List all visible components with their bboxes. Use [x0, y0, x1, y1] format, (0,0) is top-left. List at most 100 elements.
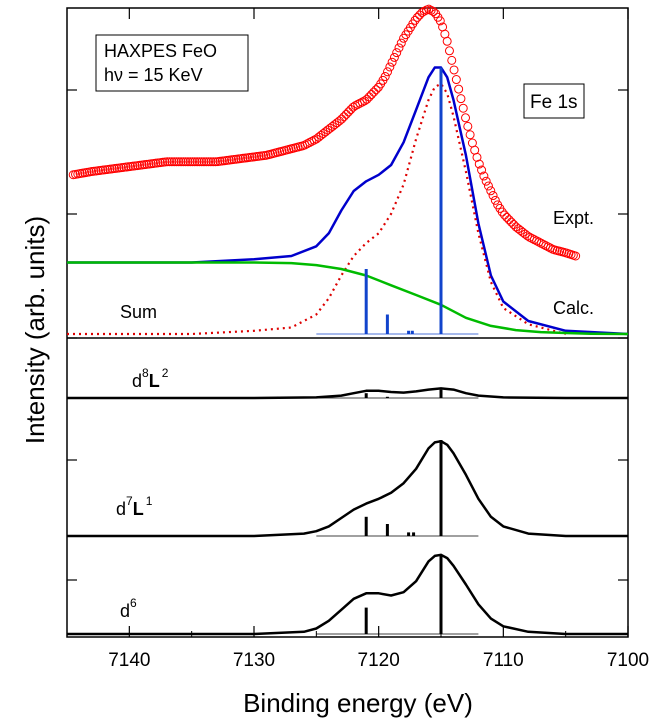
- panel-d8l2: [67, 387, 628, 400]
- expt-marker: [525, 232, 535, 242]
- expt-marker: [488, 191, 498, 201]
- expt-marker: [167, 157, 177, 167]
- series-dotted: [67, 82, 566, 336]
- expt-marker: [165, 157, 175, 167]
- expt-marker: [483, 181, 493, 191]
- expt-marker: [536, 238, 546, 248]
- haxpes-box: [95, 34, 249, 92]
- expt-marker: [171, 157, 181, 167]
- expt-marker: [477, 165, 487, 175]
- x-tick-label: 7120: [358, 650, 400, 671]
- expt-marker: [199, 157, 209, 167]
- expt-marker: [353, 99, 363, 109]
- x-tick-label: 7100: [607, 650, 649, 671]
- expt-marker: [426, 5, 436, 15]
- expt-marker: [369, 87, 379, 97]
- expt-marker: [522, 231, 532, 241]
- haxpes-line-1: HAXPES FeO: [104, 41, 217, 61]
- expt-marker: [194, 157, 204, 167]
- expt-marker: [364, 92, 374, 102]
- expt-marker: [506, 217, 516, 227]
- expt-marker: [500, 210, 510, 220]
- expt-marker: [348, 102, 358, 112]
- expt-marker: [341, 109, 351, 119]
- calc-label: Calc.: [553, 298, 594, 318]
- y-ticks: [67, 89, 628, 581]
- expt-marker: [481, 176, 491, 186]
- series-sum-total: [67, 66, 629, 336]
- expt-marker: [504, 215, 514, 225]
- expt-marker: [509, 220, 519, 230]
- expt-marker: [451, 75, 461, 85]
- expt-marker: [366, 90, 376, 100]
- expt-label: Expt.: [553, 208, 594, 228]
- expt-marker: [472, 152, 482, 162]
- expt-marker: [190, 157, 200, 167]
- expt-marker: [428, 7, 438, 17]
- expt-marker: [350, 101, 360, 111]
- expt-marker: [479, 171, 489, 181]
- expt-marker: [463, 121, 473, 131]
- expt-marker: [383, 67, 393, 77]
- fe1s-box: [523, 83, 585, 119]
- expt-marker: [162, 157, 172, 167]
- expt-marker: [380, 72, 390, 82]
- x-tick-label: 7130: [233, 650, 275, 671]
- expt-marker: [206, 157, 216, 167]
- expt-marker: [502, 212, 512, 222]
- expt-marker: [309, 135, 319, 145]
- expt-marker: [389, 52, 399, 62]
- sum-label: Sum: [120, 302, 157, 322]
- expt-marker: [181, 157, 191, 167]
- d7-label: d7L 1: [116, 494, 153, 519]
- expt-marker: [176, 157, 186, 167]
- x-tick-label: 7140: [108, 650, 150, 671]
- expt-marker: [385, 62, 395, 72]
- expt-marker: [344, 107, 354, 117]
- series-d7l1: [67, 439, 628, 538]
- expt-marker: [394, 43, 404, 53]
- expt-marker: [174, 157, 184, 167]
- d8-label: d8L 2: [132, 366, 169, 391]
- expt-marker: [302, 139, 312, 149]
- expt-marker: [392, 48, 402, 58]
- expt-marker: [454, 84, 464, 94]
- expt-marker: [541, 241, 551, 251]
- expt-marker: [417, 8, 427, 18]
- expt-marker: [539, 239, 549, 249]
- expt-marker: [465, 130, 475, 140]
- expt-marker: [412, 12, 422, 22]
- expt-marker: [490, 195, 500, 205]
- expt-marker: [183, 157, 193, 167]
- panel-sum: [67, 4, 629, 336]
- series-d6: [67, 553, 628, 636]
- expt-marker: [201, 157, 211, 167]
- expt-marker: [447, 55, 457, 65]
- expt-marker: [396, 38, 406, 48]
- expt-marker: [435, 16, 445, 26]
- haxpes-line-2: hν = 15 KeV: [104, 65, 203, 85]
- d6-label: d6: [120, 596, 137, 621]
- expt-marker: [527, 233, 537, 243]
- expt-marker: [474, 159, 484, 169]
- expt-marker: [532, 236, 542, 246]
- x-tick-label: 7110: [483, 650, 524, 671]
- x-axis-ticks: 7140 7130 7120 7110 7100: [66, 8, 649, 671]
- expt-marker: [456, 94, 466, 104]
- expt-marker: [208, 157, 218, 167]
- expt-marker: [371, 85, 381, 95]
- plot-frame: [66, 7, 629, 638]
- expt-marker: [461, 113, 471, 123]
- series-d8l2: [67, 387, 628, 400]
- expt-marker: [486, 186, 496, 196]
- expt-marker: [424, 4, 434, 14]
- expt-marker: [497, 207, 507, 217]
- expt-marker: [410, 15, 420, 25]
- expt-marker: [571, 251, 581, 261]
- series-background: [67, 261, 629, 336]
- expt-marker: [529, 235, 539, 245]
- expt-marker: [357, 97, 367, 107]
- expt-marker: [185, 157, 195, 167]
- expt-marker: [449, 65, 459, 75]
